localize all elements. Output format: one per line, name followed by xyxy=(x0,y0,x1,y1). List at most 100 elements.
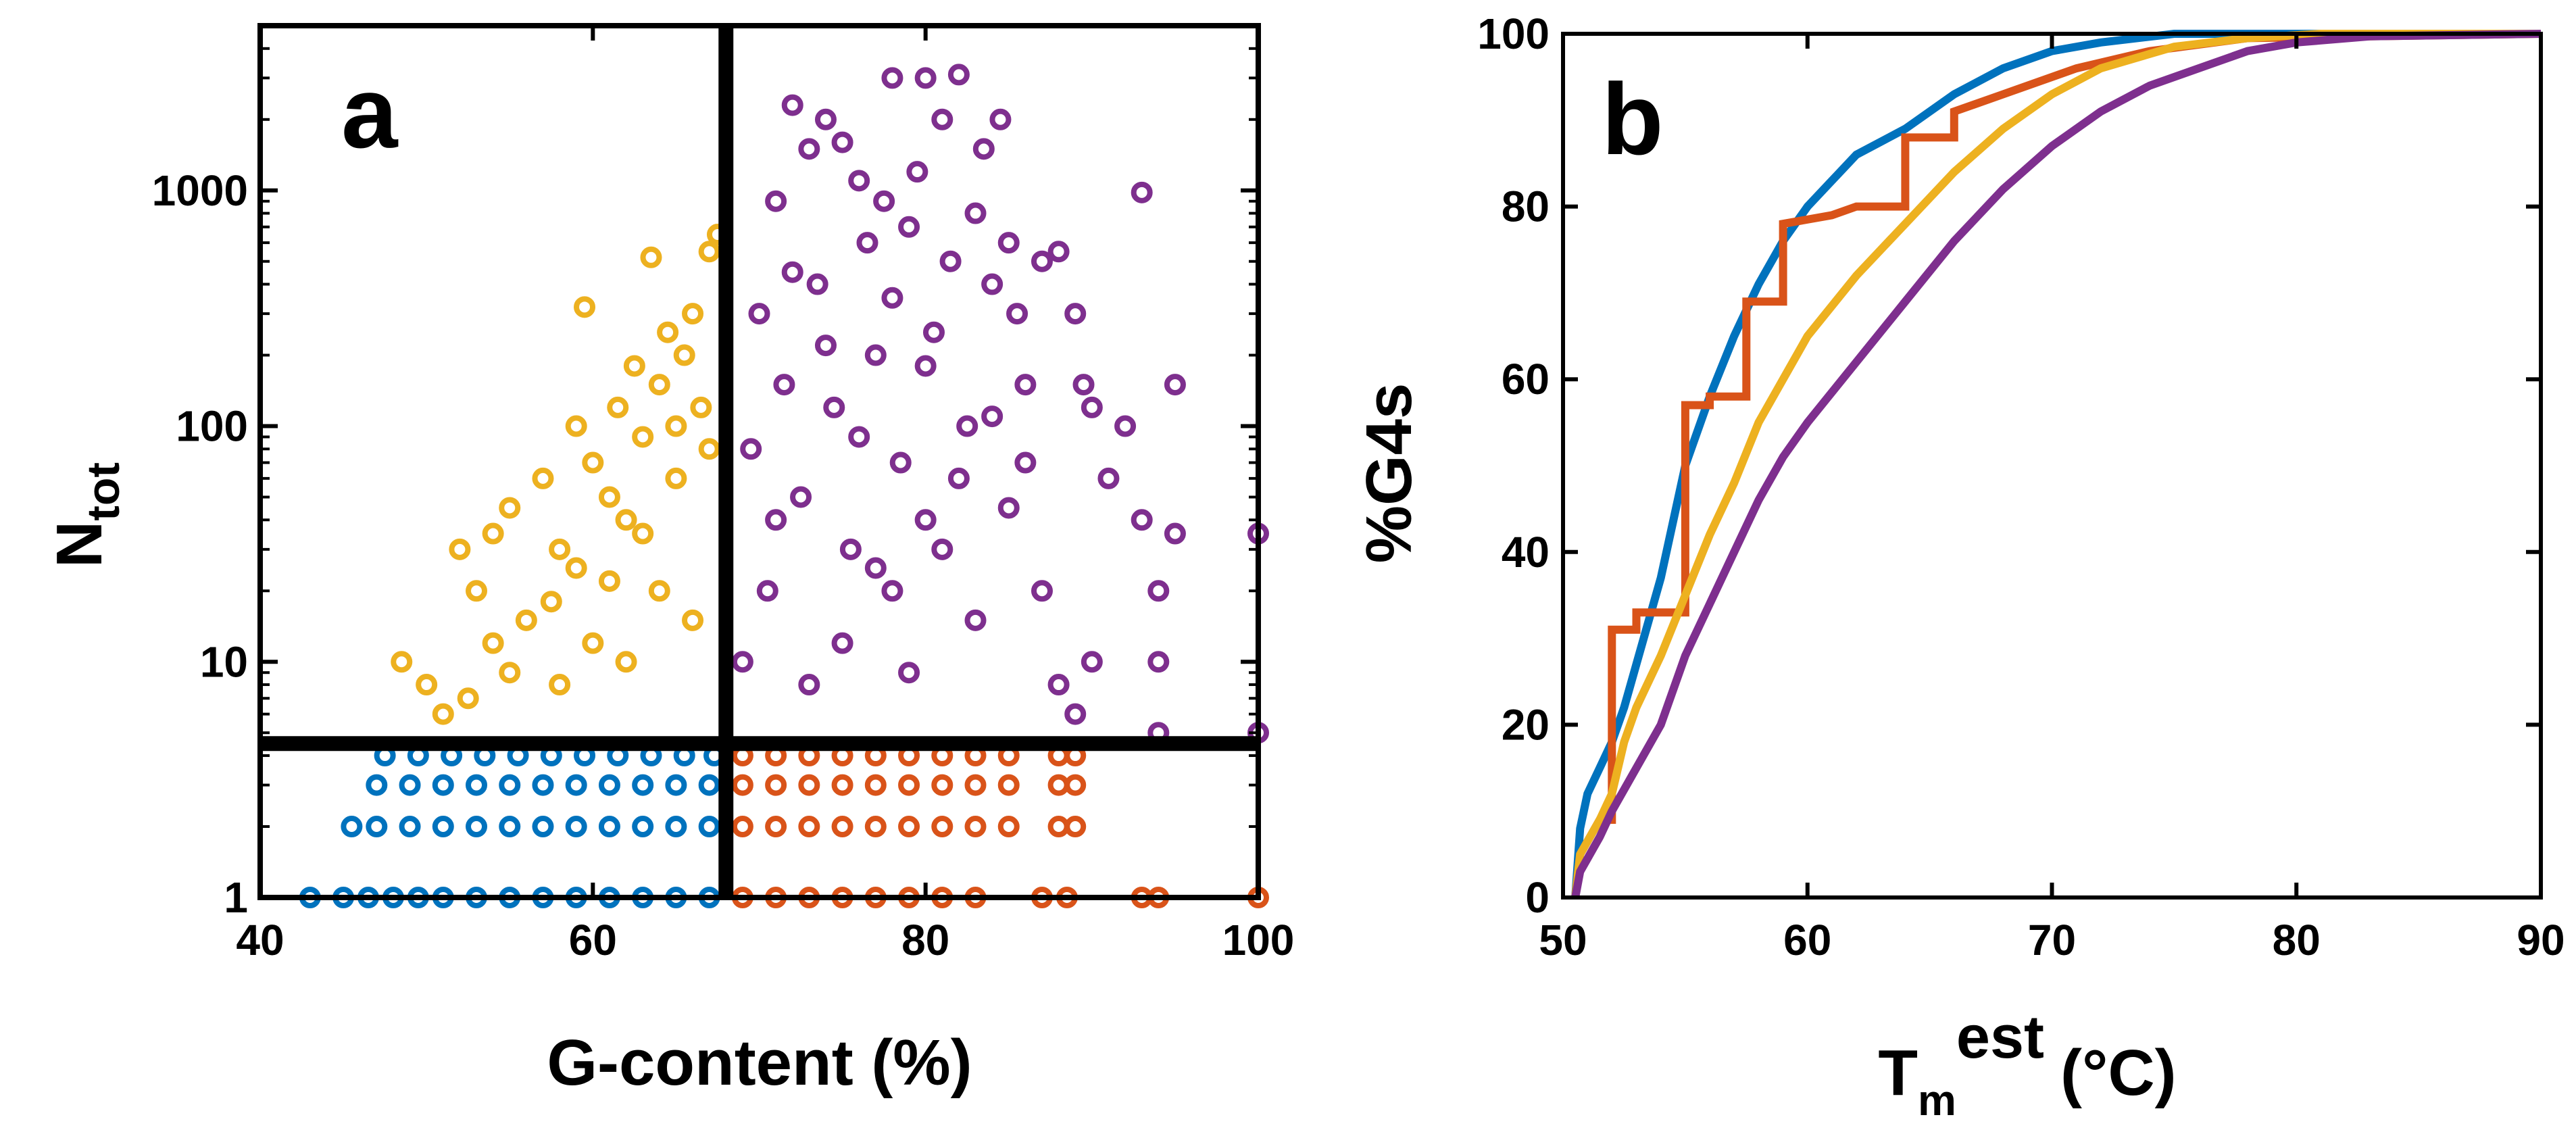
scatter-point-s3-44 xyxy=(1147,580,1170,602)
scatter-point-s0-31 xyxy=(532,774,554,796)
scatter-point-s3-59 xyxy=(1031,580,1053,602)
scatter-point-s1-23 xyxy=(1064,816,1087,838)
panel-a-scatter-points xyxy=(299,64,1269,908)
panel-a-x-axis-label: G-content (%) xyxy=(547,1027,972,1099)
scatter-point-s0-16 xyxy=(399,816,421,838)
scatter-point-s3-22 xyxy=(914,67,937,89)
y-tick-label-1: 1 xyxy=(224,873,248,922)
scatter-point-s3-71 xyxy=(881,580,903,602)
scatter-point-s0-21 xyxy=(565,816,587,838)
scatter-point-s1-34 xyxy=(1064,774,1087,796)
panel-b-x-axis-label: Tmest (°C) xyxy=(1878,1004,2176,1125)
panel-a-y-axis-label-sub: tot xyxy=(78,462,129,521)
scatter-point-s2-23 xyxy=(682,303,704,325)
scatter-point-s0-25 xyxy=(698,816,720,838)
cumulative-line-orange xyxy=(1571,30,2542,898)
scatter-point-s0-19 xyxy=(499,816,521,838)
scatter-point-s3-67 xyxy=(914,355,937,377)
scatter-point-s1-33 xyxy=(1047,774,1070,796)
scatter-point-s2-13 xyxy=(598,486,620,508)
scatter-point-s2-21 xyxy=(665,467,687,489)
scatter-point-s3-45 xyxy=(1147,651,1170,673)
scatter-point-s2-29 xyxy=(648,580,670,602)
scatter-point-s1-17 xyxy=(864,816,887,838)
scatter-point-s1-31 xyxy=(964,774,987,796)
scatter-point-s3-32 xyxy=(997,232,1020,254)
panel-b-x-axis-label-sup: est xyxy=(1956,1004,2044,1071)
scatter-point-s3-13 xyxy=(839,538,862,560)
scatter-point-s2-5 xyxy=(482,632,504,654)
scatter-point-s1-22 xyxy=(1047,816,1070,838)
scatter-point-s1-19 xyxy=(931,816,953,838)
scatter-point-s3-54 xyxy=(864,557,887,579)
scatter-point-s3-30 xyxy=(981,273,1004,295)
scatter-point-s3-58 xyxy=(997,497,1020,519)
scatter-point-s0-32 xyxy=(565,774,587,796)
scatter-point-s3-10 xyxy=(814,108,837,130)
scatter-point-s1-20 xyxy=(964,816,987,838)
scatter-point-s1-25 xyxy=(765,774,787,796)
scatter-point-s2-10 xyxy=(565,557,587,579)
scatter-point-s2-22 xyxy=(673,344,695,366)
x-tick-label-60: 60 xyxy=(569,916,617,964)
scatter-point-s2-31 xyxy=(449,538,471,560)
panel-b-x-axis-label-unit: (°C) xyxy=(2060,1037,2177,1109)
cumulative-line-purple xyxy=(1571,30,2542,899)
scatter-point-s2-11 xyxy=(574,296,596,318)
panel-a-scatter-plot: 40 60 80 100 1 10 100 1000 a G-content (%) Ntot xyxy=(43,23,1294,1099)
scatter-point-s0-35 xyxy=(665,774,687,796)
scatter-point-s2-16 xyxy=(623,355,645,377)
scatter-point-s3-53 xyxy=(831,632,853,654)
scatter-point-s2-15 xyxy=(615,509,637,531)
scatter-point-s2-19 xyxy=(648,374,670,396)
svg-text:%G4s: %G4s xyxy=(1353,383,1425,564)
y-tick-label-100: 100 xyxy=(1477,9,1550,58)
scatter-point-s3-17 xyxy=(873,190,895,212)
scatter-point-s0-36 xyxy=(698,774,720,796)
x-tick-label-80: 80 xyxy=(2273,916,2321,964)
scatter-point-s3-72 xyxy=(914,509,937,531)
scatter-point-s2-8 xyxy=(532,467,554,489)
scatter-point-s3-34 xyxy=(1014,374,1037,396)
scatter-point-s2-36 xyxy=(665,415,687,437)
y-tick-label-100: 100 xyxy=(176,402,248,451)
scatter-point-s1-21 xyxy=(997,816,1020,838)
scatter-point-s3-51 xyxy=(765,509,787,531)
scatter-point-s3-70 xyxy=(1014,451,1037,474)
scatter-point-s3-3 xyxy=(756,580,778,602)
scatter-point-s3-61 xyxy=(1064,703,1087,725)
panel-b-label: b xyxy=(1602,62,1664,176)
scatter-point-s2-34 xyxy=(598,570,620,592)
scatter-point-s3-7 xyxy=(790,486,812,508)
scatter-point-s3-39 xyxy=(1081,396,1103,418)
panel-b-y-axis-label: %G4s xyxy=(1353,383,1425,564)
scatter-point-s2-1 xyxy=(416,674,438,696)
panel-a-y-axis-label: Ntot xyxy=(43,462,129,568)
scatter-point-s3-52 xyxy=(798,674,820,696)
x-tick-label-70: 70 xyxy=(2028,916,2076,964)
scatter-point-s3-40 xyxy=(1097,467,1120,489)
scatter-point-s3-66 xyxy=(881,287,903,309)
scatter-point-s3-42 xyxy=(1131,181,1153,203)
scatter-point-s3-20 xyxy=(898,216,920,238)
scatter-point-s1-15 xyxy=(798,816,820,838)
scatter-point-s2-3 xyxy=(457,687,479,710)
panel-b-cumulative-lines xyxy=(1571,30,2542,899)
panel-a-y-axis-label-main: N xyxy=(43,521,116,568)
scatter-point-s3-28 xyxy=(964,202,987,224)
panel-b-ticks: 50 60 70 80 90 0 20 40 60 80 100 xyxy=(1477,9,2565,964)
scatter-point-s2-30 xyxy=(682,609,704,631)
scatter-point-s0-20 xyxy=(532,816,554,838)
panel-b-x-axis-label-sub: m xyxy=(1918,1076,1956,1125)
scatter-point-s0-24 xyxy=(665,816,687,838)
scatter-point-s3-64 xyxy=(814,335,837,357)
scatter-point-s3-37 xyxy=(1064,303,1087,325)
scatter-point-s3-1 xyxy=(740,438,762,460)
scatter-point-s3-33 xyxy=(1006,303,1029,325)
scatter-point-s3-35 xyxy=(1031,250,1053,272)
y-tick-label-20: 20 xyxy=(1502,700,1550,749)
scatter-point-s0-18 xyxy=(466,816,488,838)
scatter-point-s2-9 xyxy=(549,538,571,560)
scatter-point-s3-47 xyxy=(1164,522,1186,545)
